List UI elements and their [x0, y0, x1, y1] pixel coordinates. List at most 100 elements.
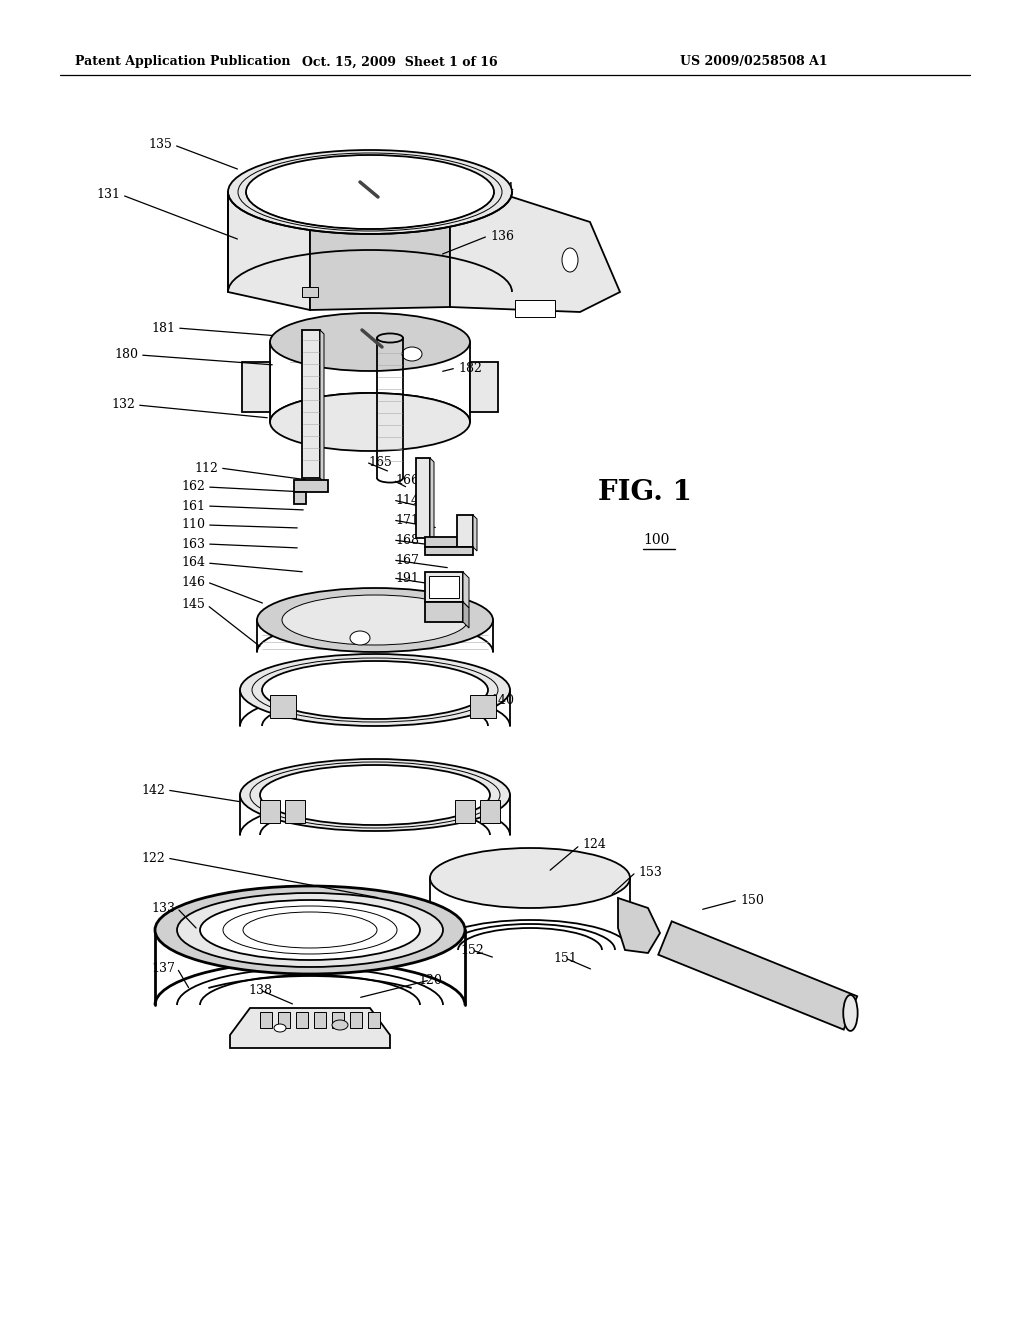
- Text: Patent Application Publication: Patent Application Publication: [75, 55, 291, 69]
- Polygon shape: [350, 1012, 362, 1028]
- Ellipse shape: [177, 894, 443, 968]
- Ellipse shape: [240, 653, 510, 726]
- Text: 161: 161: [181, 499, 205, 512]
- Polygon shape: [294, 492, 306, 504]
- Text: 163: 163: [181, 537, 205, 550]
- Ellipse shape: [257, 587, 493, 652]
- Ellipse shape: [562, 248, 578, 272]
- Text: 191: 191: [395, 572, 419, 585]
- Text: 168: 168: [395, 533, 419, 546]
- Text: 131: 131: [96, 189, 120, 202]
- Polygon shape: [302, 330, 319, 478]
- Text: 167: 167: [395, 553, 419, 566]
- Polygon shape: [480, 800, 500, 822]
- Polygon shape: [310, 210, 450, 310]
- Polygon shape: [302, 286, 318, 297]
- Text: 134: 134: [490, 181, 514, 194]
- Polygon shape: [473, 515, 477, 550]
- Polygon shape: [658, 921, 857, 1030]
- Polygon shape: [260, 1012, 272, 1028]
- Text: 146: 146: [181, 576, 205, 589]
- Polygon shape: [429, 576, 459, 598]
- Polygon shape: [425, 546, 473, 554]
- Polygon shape: [416, 458, 430, 539]
- Polygon shape: [450, 197, 620, 312]
- Polygon shape: [278, 1012, 290, 1028]
- Ellipse shape: [240, 759, 510, 832]
- Text: 124: 124: [582, 838, 606, 851]
- Ellipse shape: [270, 313, 470, 371]
- Text: 100: 100: [643, 533, 670, 546]
- Polygon shape: [618, 898, 660, 953]
- Polygon shape: [242, 362, 270, 412]
- Text: 152: 152: [460, 944, 484, 957]
- Text: 138: 138: [248, 983, 272, 997]
- Ellipse shape: [402, 347, 422, 360]
- Polygon shape: [425, 572, 463, 602]
- Ellipse shape: [430, 847, 630, 908]
- Ellipse shape: [332, 1020, 348, 1030]
- Text: 142: 142: [141, 784, 165, 796]
- Polygon shape: [425, 537, 473, 546]
- Ellipse shape: [445, 851, 615, 904]
- Text: 120: 120: [418, 974, 442, 986]
- Polygon shape: [430, 458, 434, 543]
- Ellipse shape: [155, 886, 465, 974]
- Text: 165: 165: [368, 455, 392, 469]
- Polygon shape: [470, 362, 498, 412]
- Polygon shape: [463, 572, 469, 609]
- Polygon shape: [319, 330, 324, 482]
- Text: 112: 112: [195, 462, 218, 474]
- Polygon shape: [425, 602, 463, 622]
- Polygon shape: [515, 300, 555, 317]
- Text: Oct. 15, 2009  Sheet 1 of 16: Oct. 15, 2009 Sheet 1 of 16: [302, 55, 498, 69]
- Text: 180: 180: [114, 348, 138, 362]
- Text: 114: 114: [395, 494, 419, 507]
- Text: 153: 153: [638, 866, 662, 879]
- Polygon shape: [314, 1012, 326, 1028]
- Ellipse shape: [270, 393, 470, 451]
- Polygon shape: [455, 800, 475, 822]
- Text: 136: 136: [490, 230, 514, 243]
- Polygon shape: [260, 800, 280, 822]
- Text: 182: 182: [458, 362, 482, 375]
- Polygon shape: [470, 696, 496, 718]
- Polygon shape: [294, 480, 328, 492]
- Polygon shape: [368, 1012, 380, 1028]
- Ellipse shape: [350, 631, 370, 645]
- Text: 150: 150: [740, 894, 764, 907]
- Ellipse shape: [843, 995, 858, 1031]
- Text: FIG. 1: FIG. 1: [598, 479, 692, 506]
- Text: 171: 171: [395, 513, 419, 527]
- Polygon shape: [270, 696, 296, 718]
- Ellipse shape: [200, 900, 420, 960]
- Text: 181: 181: [151, 322, 175, 334]
- Ellipse shape: [377, 334, 403, 343]
- Ellipse shape: [282, 595, 468, 645]
- Ellipse shape: [260, 766, 490, 825]
- Polygon shape: [228, 191, 310, 310]
- Polygon shape: [296, 1012, 308, 1028]
- Text: 190: 190: [395, 591, 419, 605]
- Polygon shape: [463, 602, 469, 628]
- Text: 110: 110: [181, 519, 205, 532]
- Text: 140: 140: [490, 693, 514, 706]
- Polygon shape: [230, 1008, 390, 1048]
- Text: 133: 133: [151, 902, 175, 915]
- Ellipse shape: [246, 154, 494, 228]
- Polygon shape: [332, 1012, 344, 1028]
- Ellipse shape: [274, 1024, 286, 1032]
- Text: 137: 137: [152, 961, 175, 974]
- Text: 145: 145: [181, 598, 205, 611]
- Polygon shape: [285, 800, 305, 822]
- Text: 135: 135: [148, 139, 172, 152]
- Text: US 2009/0258508 A1: US 2009/0258508 A1: [680, 55, 827, 69]
- Text: 162: 162: [181, 480, 205, 494]
- Ellipse shape: [228, 150, 512, 234]
- Text: 164: 164: [181, 557, 205, 569]
- Text: 122: 122: [141, 851, 165, 865]
- Polygon shape: [457, 515, 473, 546]
- Text: 166: 166: [395, 474, 419, 487]
- Ellipse shape: [262, 661, 488, 719]
- Text: 132: 132: [112, 399, 135, 412]
